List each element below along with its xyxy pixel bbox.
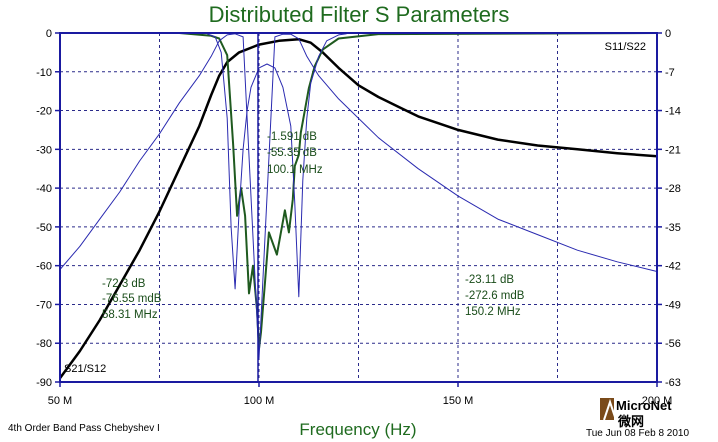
annotation-line: -72.3 dB: [102, 278, 146, 290]
y-tick-label-left: -60: [36, 261, 52, 273]
y-tick-label-right: -42: [665, 261, 681, 273]
series-line-1: [58, 37, 658, 379]
y-tick-label-right: 0: [665, 28, 671, 40]
right-axis: 0 -7 -14 -21 -28 -35 -42 -49 -56 -63: [657, 28, 681, 389]
x-axis: 50 M 100 M 150 M 200 M: [48, 382, 673, 407]
annotation-line: -272.6 mdB: [465, 290, 525, 302]
annotation-line: -23.11 dB: [465, 274, 514, 286]
series-line-2: [60, 32, 658, 350]
y-tick-label-left: -70: [36, 299, 52, 311]
logo-mark-stroke-icon: [603, 398, 617, 421]
annotation-line: -76.55 mdB: [102, 293, 162, 305]
y-tick-label-right: -63: [665, 377, 681, 389]
x-tick-label: 200 M: [642, 395, 673, 407]
annotation-line: -55.35 dB: [267, 147, 317, 159]
y-tick-label-right: -35: [665, 222, 681, 234]
y-tick-label-left: -10: [36, 67, 52, 79]
y-tick-label-right: -7: [665, 67, 675, 79]
y-tick-label-right: -56: [665, 338, 681, 350]
x-axis-label: Frequency (Hz): [299, 420, 416, 439]
chart-title: Distributed Filter S Parameters: [209, 2, 510, 27]
series-group: [58, 32, 658, 379]
annotation-line: 150.2 MHz: [465, 306, 521, 318]
y-tick-label-left: 0: [46, 28, 52, 40]
y-tick-label-left: -40: [36, 183, 52, 195]
y-tick-label-right: -28: [665, 183, 681, 195]
y-tick-label-left: -80: [36, 338, 52, 350]
corner-label-s11: S11/S22: [605, 41, 646, 53]
y-tick-label-right: -21: [665, 144, 681, 156]
footer-left: 4th Order Band Pass Chebyshev I: [8, 423, 160, 434]
corner-label-s21: S21/S12: [64, 363, 106, 375]
y-tick-label-left: -30: [36, 144, 52, 156]
annotation-right: -23.11 dB -272.6 mdB 150.2 MHz: [465, 274, 525, 318]
series-line-3: [59, 33, 658, 360]
y-tick-label-left: -90: [36, 377, 52, 389]
annotation-center: -1.591 dB -55.35 dB 100.1 MHz: [267, 131, 323, 176]
logo-text: MicroNet: [616, 398, 672, 413]
x-tick-label: 100 M: [244, 395, 275, 407]
annotation-line: 100.1 MHz: [267, 164, 323, 176]
footer-right: Tue Jun 08 Feb 8 2010: [586, 428, 689, 439]
series-line-4: [207, 33, 347, 298]
y-tick-label-left: -50: [36, 222, 52, 234]
annotation-line: -1.591 dB: [267, 131, 317, 143]
x-tick-label: 150 M: [443, 395, 474, 407]
y-tick-label-right: -14: [665, 106, 681, 118]
y-tick-label-right: -49: [665, 299, 681, 311]
plot-frame: [59, 32, 658, 383]
x-tick-label: 50 M: [48, 395, 72, 407]
annotation-line: 58.31 MHz: [102, 309, 158, 321]
grid: [60, 33, 657, 382]
logo-subtext: 微网: [617, 414, 644, 429]
y-tick-label-left: -20: [36, 106, 52, 118]
micronet-logo: MicroNet 微网: [600, 398, 672, 429]
annotation-left: -72.3 dB -76.55 mdB 58.31 MHz: [102, 278, 162, 321]
left-axis: 0 -10 -20 -30 -40 -50 -60 -70 -80 -90: [36, 28, 60, 389]
